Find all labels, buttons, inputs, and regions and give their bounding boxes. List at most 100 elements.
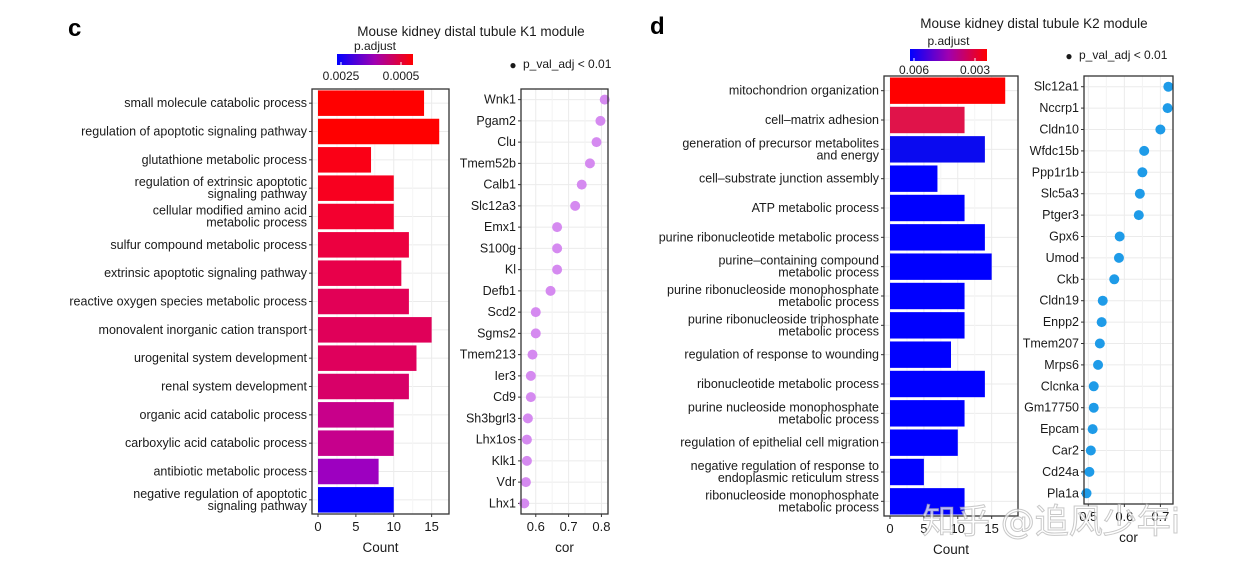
bar — [890, 400, 965, 427]
data-point — [1133, 210, 1144, 221]
bar — [318, 90, 425, 116]
bar — [318, 288, 409, 315]
data-point — [1137, 167, 1148, 178]
chart-title: Mouse kidney distal tubule K1 module — [357, 24, 584, 39]
category-label: extrinsic apoptotic signaling pathway — [104, 266, 308, 280]
data-point — [1096, 317, 1107, 328]
bar — [890, 106, 965, 134]
gene-label: Pgam2 — [476, 114, 516, 128]
x-tick-label: 15 — [984, 521, 998, 536]
gene-label: Wfdc15b — [1030, 144, 1079, 158]
x-axis-label: cor — [1119, 530, 1138, 545]
category-label: ribonucleotide metabolic process — [697, 377, 879, 391]
data-point — [552, 222, 563, 233]
bar — [318, 373, 409, 400]
dot-chart: Wnk1 Pgam2 Clu Tmem52b Calb1 Slc12a3 Emx1 S100g… — [460, 88, 610, 555]
data-point — [599, 94, 610, 105]
data-point — [552, 264, 563, 275]
gene-label: Clu — [497, 135, 516, 149]
color-legend-title: p.adjust — [354, 39, 397, 53]
data-point — [1084, 466, 1095, 477]
bar-plot-border — [883, 75, 1019, 517]
data-point — [591, 137, 602, 148]
bar — [890, 194, 965, 222]
x-tick-label: 5 — [352, 519, 359, 534]
category-label: generation of precursor metabolites — [682, 136, 879, 150]
color-legend: p.adjust 0.006 0.003 — [899, 34, 990, 77]
category-label: glutathione metabolic process — [142, 153, 307, 167]
category-label: cell–substrate junction assembly — [699, 172, 880, 186]
data-point — [1081, 488, 1092, 499]
x-tick-label: 5 — [920, 521, 927, 536]
data-point — [1114, 231, 1125, 242]
gene-label: Tmem52b — [460, 156, 516, 170]
x-tick-label: 0 — [886, 521, 893, 536]
data-point — [576, 179, 587, 190]
gene-label: Sgms2 — [477, 326, 516, 340]
data-point — [545, 285, 556, 296]
data-point — [1088, 381, 1099, 392]
gene-label: Enpp2 — [1043, 315, 1079, 329]
x-tick-label: 0.7 — [560, 519, 578, 534]
x-tick-label: 0.6 — [527, 519, 545, 534]
category-label: negative regulation of apoptotic — [133, 487, 307, 501]
category-label: signaling pathway — [208, 187, 308, 201]
bar — [318, 175, 394, 201]
category-label: purine ribonucleotide metabolic process — [659, 230, 879, 244]
gene-label: Umod — [1046, 251, 1079, 265]
category-label: cellular modified amino acid — [153, 204, 307, 218]
bar — [890, 136, 985, 163]
category-label: metabolic process — [778, 500, 879, 514]
category-label: purine ribonucleoside monophosphate — [667, 283, 879, 297]
data-point — [1155, 124, 1166, 135]
bar — [318, 402, 394, 428]
chart-title: Mouse kidney distal tubule K2 module — [920, 16, 1147, 31]
gene-label: Car2 — [1052, 444, 1079, 458]
color-legend-high-label: 0.003 — [960, 63, 990, 77]
data-point — [1162, 103, 1173, 114]
data-point — [570, 200, 581, 211]
gene-label: Scd2 — [488, 305, 517, 319]
category-label: purine–containing compound — [718, 254, 879, 268]
category-label: signaling pathway — [208, 499, 308, 513]
gene-label: Slc5a3 — [1041, 187, 1079, 201]
gene-label: Cldn10 — [1039, 123, 1079, 137]
x-tick-label: 15 — [424, 519, 438, 534]
x-tick-label: 10 — [387, 519, 401, 534]
bar — [318, 260, 402, 286]
gene-label: Defb1 — [483, 284, 516, 298]
x-tick-label: 0 — [314, 519, 321, 534]
data-point — [1109, 274, 1120, 285]
category-label: cell–matrix adhesion — [765, 113, 879, 127]
gene-label: Clcnka — [1041, 379, 1079, 393]
watermark: 知乎 @追风少年i — [922, 502, 1180, 542]
category-label: metabolic process — [206, 216, 307, 230]
category-label: renal system development — [161, 380, 307, 394]
category-label: small molecule catabolic process — [124, 96, 307, 110]
bar — [890, 253, 992, 280]
panel-c: Mouse kidney distal tubule K1 modulep.ad… — [69, 24, 611, 555]
bar — [318, 203, 394, 230]
category-label: reactive oxygen species metabolic proces… — [69, 295, 307, 309]
data-point — [519, 498, 530, 509]
color-legend-low-label: 0.0025 — [323, 69, 360, 83]
x-axis-label: cor — [555, 540, 574, 555]
bar — [890, 341, 951, 368]
gene-label: Gm17750 — [1024, 401, 1079, 415]
category-label: and energy — [816, 148, 879, 162]
data-point — [530, 307, 541, 318]
gene-label: Cldn19 — [1039, 294, 1079, 308]
color-legend-title: p.adjust — [927, 34, 970, 48]
data-point — [1087, 424, 1098, 435]
gene-label: Epcam — [1040, 422, 1079, 436]
gene-label: Lhx1os — [476, 433, 516, 447]
bar — [318, 345, 417, 371]
gene-label: Ckb — [1057, 272, 1079, 286]
dot-plot-border — [520, 88, 609, 515]
bar — [890, 488, 965, 515]
dot-plot-border — [1083, 75, 1174, 505]
gene-label: Gpx6 — [1049, 230, 1079, 244]
category-label: metabolic process — [778, 295, 879, 309]
category-label: regulation of extrinsic apoptotic — [135, 175, 307, 189]
category-label: regulation of response to wounding — [684, 348, 879, 362]
